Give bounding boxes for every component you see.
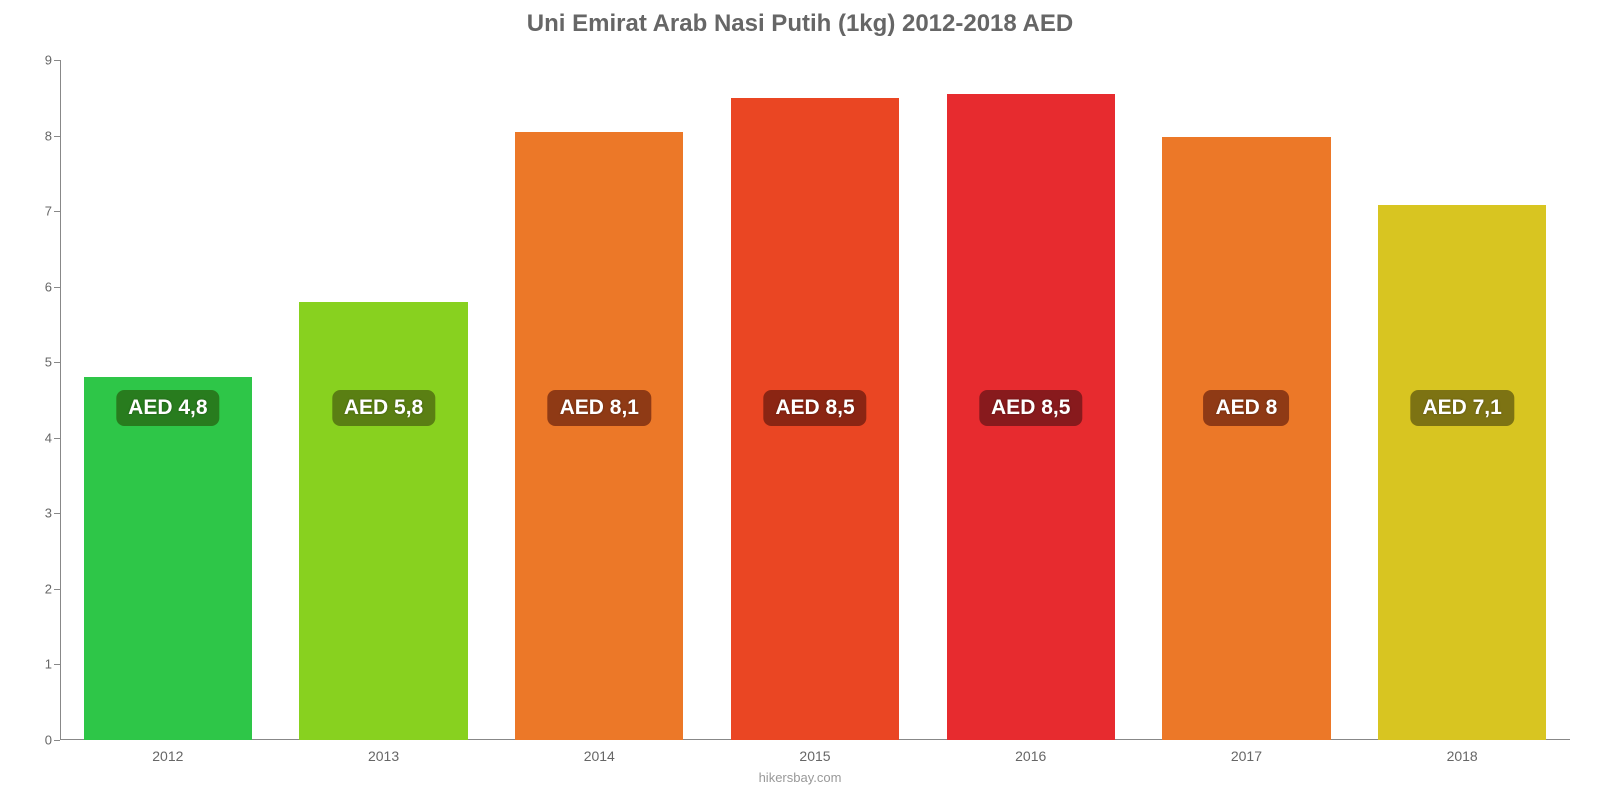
chart-footer: hikersbay.com — [0, 770, 1600, 785]
y-tick-mark — [54, 136, 60, 137]
x-tick-label: 2014 — [584, 740, 615, 764]
bar-chart: Uni Emirat Arab Nasi Putih (1kg) 2012-20… — [0, 0, 1600, 800]
bar — [515, 132, 683, 740]
bar — [299, 302, 467, 740]
bar — [84, 377, 252, 740]
y-tick-mark — [54, 664, 60, 665]
y-tick-mark — [54, 362, 60, 363]
y-tick-mark — [54, 513, 60, 514]
x-tick-label: 2015 — [799, 740, 830, 764]
bar-value-label: AED 4,8 — [116, 390, 219, 426]
y-tick-mark — [54, 287, 60, 288]
bar-value-label: AED 8 — [1203, 390, 1289, 426]
x-tick-label: 2013 — [368, 740, 399, 764]
y-tick-mark — [54, 589, 60, 590]
bar-value-label: AED 8,5 — [763, 390, 866, 426]
y-tick-mark — [54, 211, 60, 212]
plot-area: 01234567892012AED 4,82013AED 5,82014AED … — [60, 60, 1570, 740]
bar — [1162, 137, 1330, 740]
x-tick-label: 2012 — [152, 740, 183, 764]
bar-value-label: AED 8,1 — [548, 390, 651, 426]
bar-value-label: AED 5,8 — [332, 390, 435, 426]
y-tick-mark — [54, 60, 60, 61]
bar — [1378, 205, 1546, 740]
y-axis-line — [60, 60, 61, 740]
chart-title: Uni Emirat Arab Nasi Putih (1kg) 2012-20… — [0, 10, 1600, 38]
bar-value-label: AED 8,5 — [979, 390, 1082, 426]
y-tick-mark — [54, 438, 60, 439]
x-tick-label: 2017 — [1231, 740, 1262, 764]
y-tick-mark — [54, 740, 60, 741]
x-tick-label: 2016 — [1015, 740, 1046, 764]
bar-value-label: AED 7,1 — [1410, 390, 1513, 426]
x-tick-label: 2018 — [1447, 740, 1478, 764]
